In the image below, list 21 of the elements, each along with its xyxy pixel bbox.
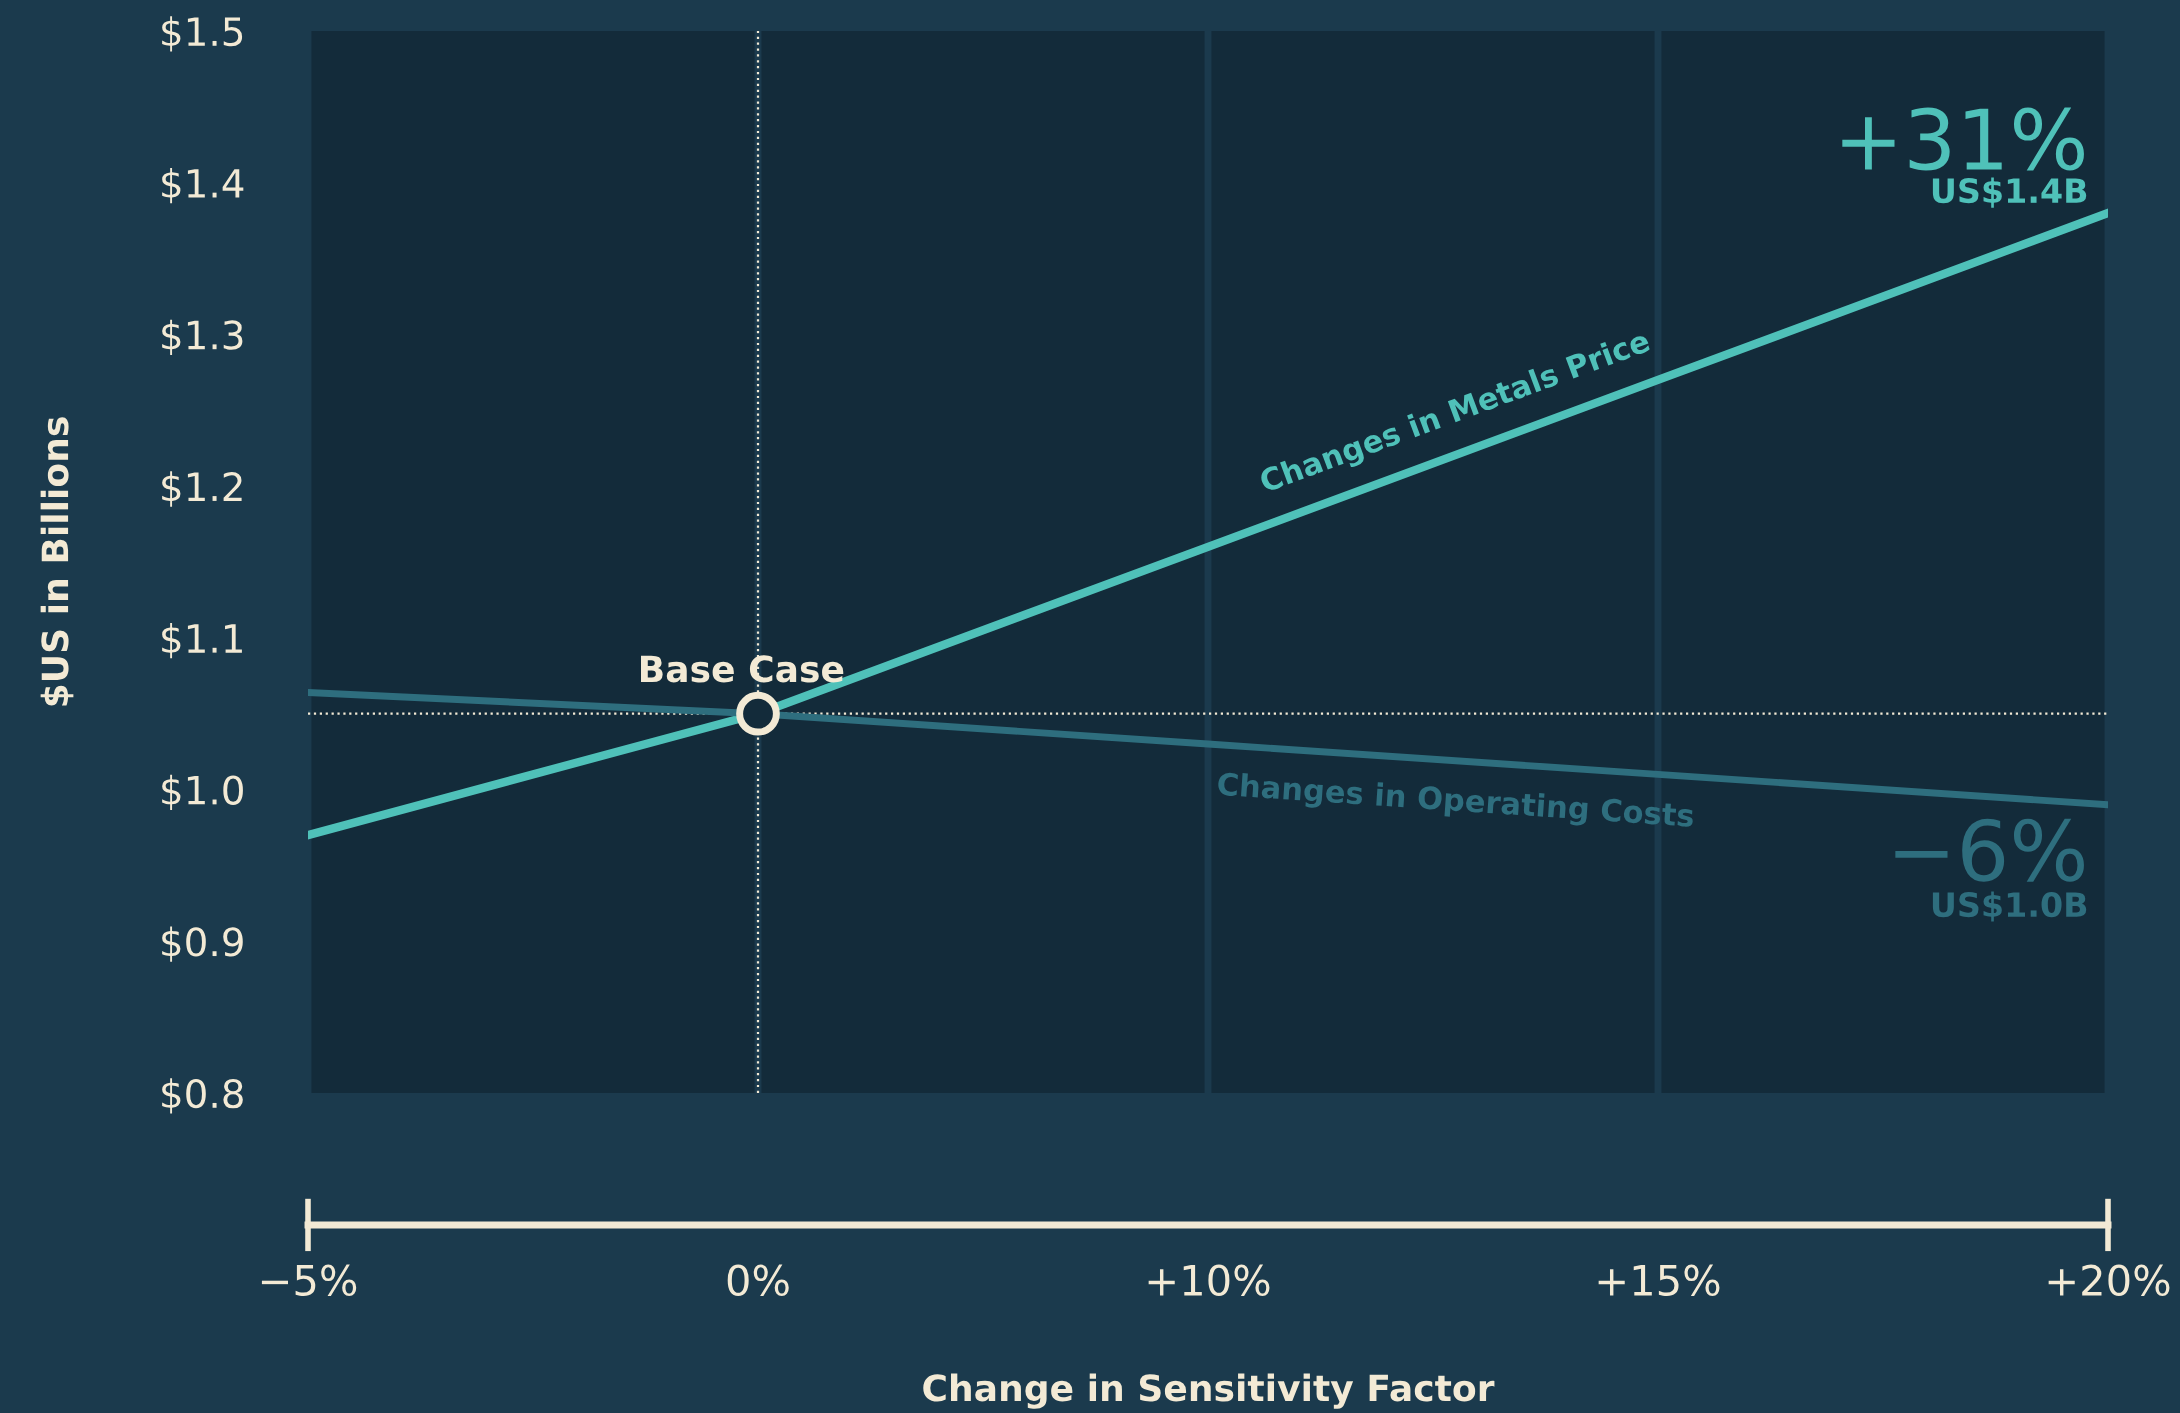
x-tick-label: 0%	[727, 1264, 789, 1297]
annotation: US$1.4B	[1932, 177, 2087, 208]
y-tick-label: $1.4	[162, 167, 244, 204]
y-tick-label: $1.0	[162, 774, 243, 811]
annotation: +31%	[1842, 107, 2084, 171]
y-axis-title: $US in Billions	[40, 417, 74, 706]
x-tick-label: +10%	[1148, 1264, 1270, 1297]
annotation: US$1.0B	[1932, 891, 2087, 922]
y-tick-label: $1.2	[162, 471, 242, 507]
y-tick-label: $0.9	[162, 926, 243, 962]
y-tick-label: $0.8	[162, 1078, 243, 1114]
x-tick-label: +20%	[2048, 1264, 2170, 1297]
y-tick-label: $1.1	[162, 623, 242, 659]
y-tick-label: $1.5	[162, 16, 243, 52]
x-tick-label: +15%	[1598, 1264, 1720, 1297]
x-axis-title: Change in Sensitivity Factor	[923, 1373, 1495, 1409]
x-tick-label: −5%	[261, 1264, 357, 1297]
annotation: Base Case	[641, 655, 844, 683]
y-tick-label: $1.3	[162, 319, 243, 355]
annotation: −6%	[1895, 818, 2084, 882]
series-label: Changes in Operating Costs	[1217, 771, 1694, 834]
